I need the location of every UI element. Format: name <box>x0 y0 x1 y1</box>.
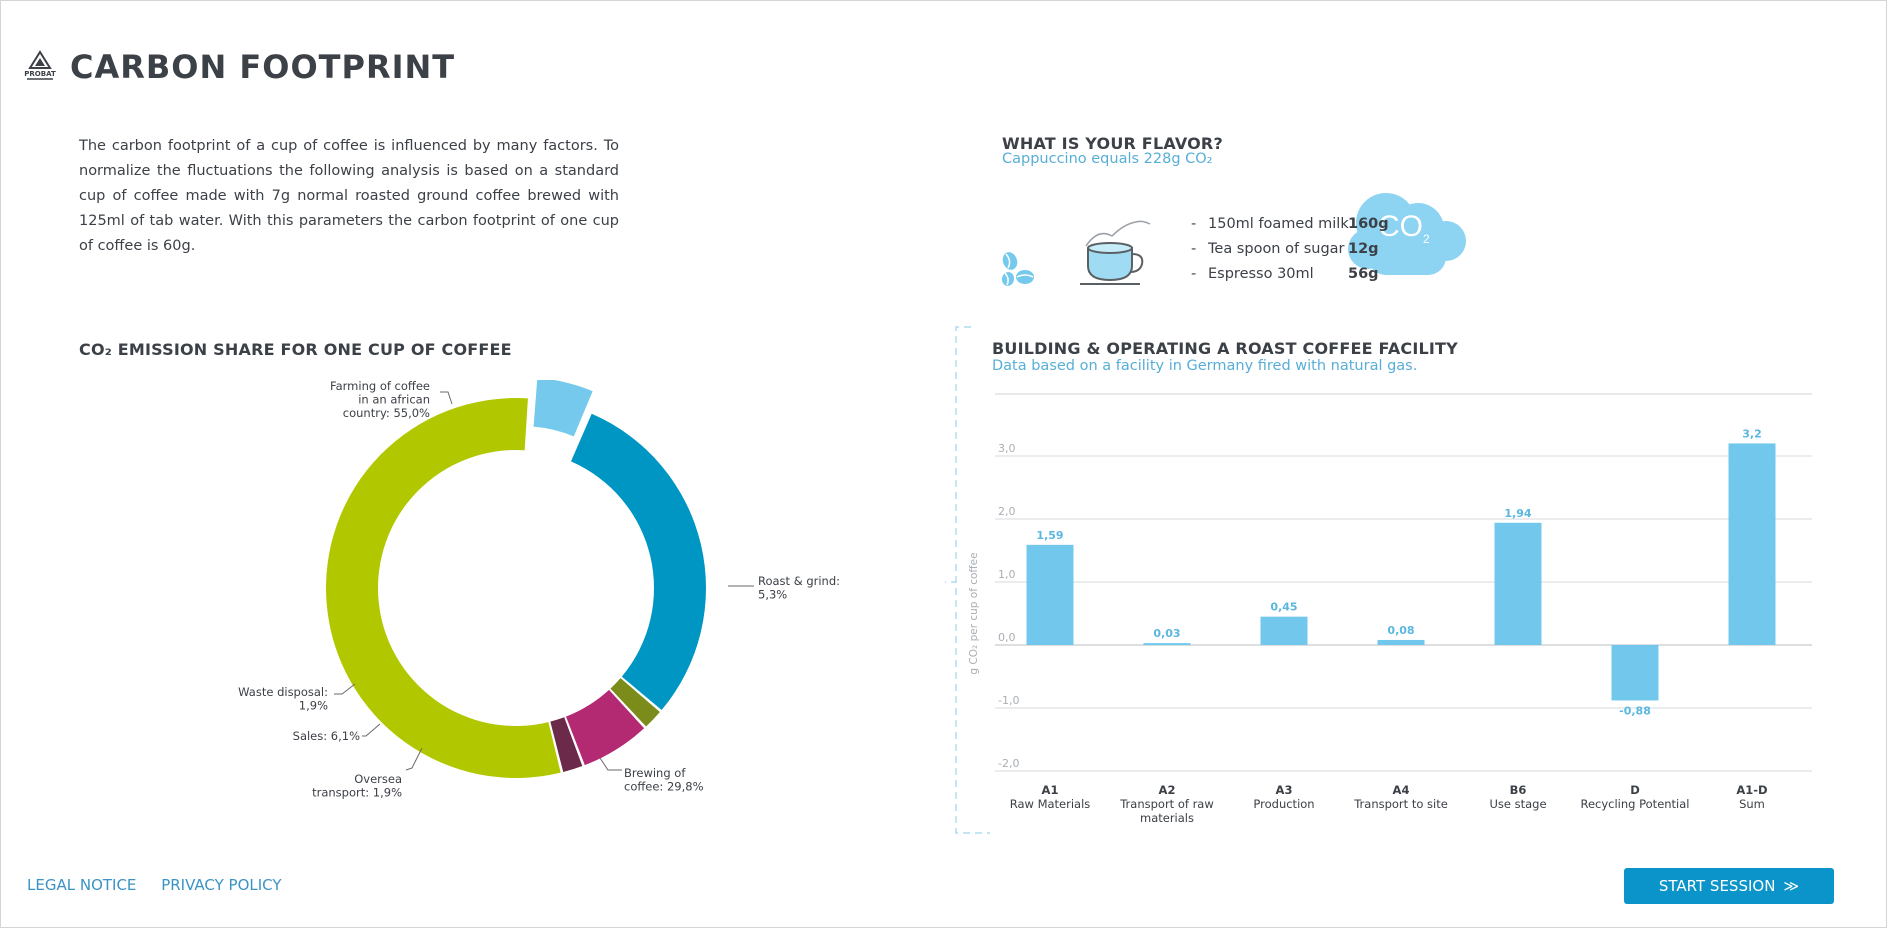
list-dash: - <box>1191 266 1197 282</box>
flavor-item-value: 12g <box>1348 241 1379 257</box>
probat-logo: PROBAT <box>24 50 56 80</box>
donut-slice <box>326 398 561 778</box>
y-tick-label: 2,0 <box>998 505 1016 518</box>
flavor-item-value: 160g <box>1348 216 1389 232</box>
flavor-title: WHAT IS YOUR FLAVOR? <box>1002 134 1223 153</box>
x-category-name: Sum <box>1739 797 1765 811</box>
x-category-name: Raw Materials <box>1010 797 1091 811</box>
donut-slice <box>550 717 583 773</box>
flavor-item-value: 56g <box>1348 266 1379 282</box>
x-category-code: A1-D <box>1736 783 1767 797</box>
list-dash: - <box>1191 216 1197 232</box>
slice-label: Waste disposal: 1,9% <box>238 685 328 713</box>
donut-slice <box>530 380 597 441</box>
start-session-button[interactable]: START SESSION ≫ <box>1624 868 1834 904</box>
slice-leader-line <box>362 723 381 737</box>
bar-value-label: -0,88 <box>1619 704 1651 717</box>
x-category-code: A2 <box>1159 783 1176 797</box>
bar-chart-subtitle: Data based on a facility in Germany fire… <box>992 358 1418 374</box>
x-category-name: Recycling Potential <box>1580 797 1689 811</box>
y-tick-label: 0,0 <box>998 631 1016 644</box>
slice-leader-line <box>405 747 423 771</box>
slice-label: Farming of coffee in an african country: 5… <box>330 380 430 420</box>
flavor-item-name: Tea spoon of sugar <box>1208 241 1345 257</box>
bar-chart-title: BUILDING & OPERATING A ROAST COFFEE FACI… <box>992 339 1458 358</box>
donut-chart-title: CO₂ EMISSION SHARE FOR ONE CUP OF COFFEE <box>79 340 512 359</box>
bar <box>1494 522 1542 645</box>
co2-cloud-label: CO2 <box>1378 210 1430 246</box>
flavor-item-name: Espresso 30ml <box>1208 266 1314 282</box>
flavor-item-name: 150ml foamed milk <box>1208 216 1349 232</box>
bar-value-label: 0,08 <box>1387 624 1414 637</box>
bar <box>1728 443 1776 645</box>
section-connector-line <box>955 326 990 834</box>
donut-slice <box>570 413 706 711</box>
bar-value-label: 1,59 <box>1036 529 1063 542</box>
bar-value-label: 1,94 <box>1504 507 1531 520</box>
x-category-name: Transport of raw materials <box>1119 797 1214 825</box>
legal-notice-link[interactable]: LEGAL NOTICE <box>27 876 137 894</box>
co2-cloud-icon <box>1348 193 1466 275</box>
bar <box>1143 643 1191 646</box>
donut-slice <box>610 678 660 727</box>
slice-label: Oversea transport: 1,9% <box>312 772 402 800</box>
bar-value-label: 3,2 <box>1742 427 1762 440</box>
coffee-beans-icon <box>1001 252 1034 286</box>
y-axis-label: g CO₂ per cup of coffee <box>968 552 980 674</box>
footer-links: LEGAL NOTICE PRIVACY POLICY <box>27 876 302 894</box>
x-category-name: Transport to site <box>1353 797 1448 811</box>
x-category-code: A3 <box>1276 783 1293 797</box>
page-title: CARBON FOOTPRINT <box>70 48 456 86</box>
slice-label: Roast & grind: 5,3% <box>758 574 840 602</box>
facility-bar-chart: 3,0 2,0 1,0 0,0 -1,0 -2,0 g CO₂ per cup of cof… <box>945 326 1812 834</box>
list-dash: - <box>1191 241 1197 257</box>
slice-leader-line <box>440 391 453 405</box>
y-tick-label: -1,0 <box>998 694 1019 707</box>
intro-text: The carbon footprint of a cup of coffee … <box>79 138 619 254</box>
x-category-code: B6 <box>1510 783 1527 797</box>
slice-label: Sales: 6,1% <box>293 729 360 743</box>
start-session-label: START SESSION <box>1658 877 1776 895</box>
slice-leader-line <box>334 683 356 695</box>
x-category-name: Production <box>1253 797 1314 811</box>
bar-value-label: 0,03 <box>1153 627 1180 640</box>
cappuccino-cup-icon <box>1080 220 1151 285</box>
bar <box>1611 645 1659 701</box>
logo-text: PROBAT <box>24 70 56 78</box>
x-category-code: D <box>1630 783 1640 797</box>
x-category-name: Use stage <box>1489 797 1546 811</box>
double-chevron-right-icon: ≫ <box>1783 877 1800 895</box>
bar <box>1377 639 1425 645</box>
x-category-code: A1 <box>1042 783 1059 797</box>
page-header: PROBAT CARBON FOOTPRINT <box>24 48 455 86</box>
bar <box>1026 544 1074 645</box>
y-tick-label: 1,0 <box>998 568 1016 581</box>
flavor-subtitle: Cappuccino equals 228g CO₂ <box>1002 151 1213 167</box>
bar <box>1260 616 1308 645</box>
donut-slice <box>565 689 645 766</box>
bar-value-label: 0,45 <box>1270 601 1297 614</box>
y-tick-label: -2,0 <box>998 757 1019 770</box>
slice-label: Brewing of coffee: 29,8% <box>624 766 704 794</box>
x-category-code: A4 <box>1393 783 1410 797</box>
privacy-policy-link[interactable]: PRIVACY POLICY <box>161 876 282 894</box>
emission-donut-chart: Farming of coffee in an african country: 5… <box>238 380 840 800</box>
y-tick-label: 3,0 <box>998 442 1016 455</box>
